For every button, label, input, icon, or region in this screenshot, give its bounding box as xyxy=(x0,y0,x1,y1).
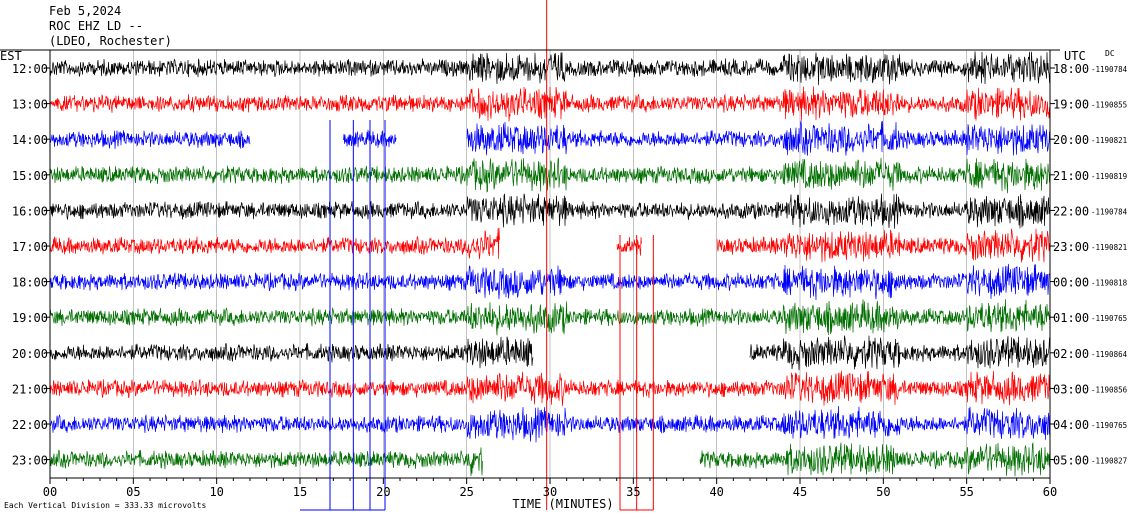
trace-row-2200 xyxy=(49,405,1050,443)
dc-axis-title: DC xyxy=(1105,49,1115,58)
est-time-label: 17:00 xyxy=(12,240,48,254)
utc-axis-title: UTC xyxy=(1064,49,1086,63)
x-tick-label: 55 xyxy=(959,485,973,499)
est-time-label: 23:00 xyxy=(12,454,48,468)
scale-note: Each Vertical Division = 333.33 microvol… xyxy=(4,501,206,510)
dc-offset-label: -1190765 xyxy=(1091,314,1127,323)
x-axis-title: TIME (MINUTES) xyxy=(512,497,613,511)
est-time-label: 13:00 xyxy=(12,98,48,112)
dc-offset-label: -1190821 xyxy=(1091,243,1127,252)
chart-grid xyxy=(133,50,967,478)
trace-row-1200 xyxy=(49,51,1050,86)
trace-row-1800 xyxy=(49,263,1050,301)
trace-row-1900 xyxy=(49,299,1050,336)
est-time-label: 16:00 xyxy=(12,204,48,218)
seismogram-traces xyxy=(49,51,1050,477)
x-tick-label: 10 xyxy=(209,485,223,499)
trace-row-1700 xyxy=(49,227,1050,263)
x-tick-label: 45 xyxy=(793,485,807,499)
est-time-label: 19:00 xyxy=(12,311,48,325)
dc-offset-label: -1190819 xyxy=(1091,172,1127,181)
utc-time-label: 23:00 xyxy=(1053,240,1089,254)
utc-time-label: 02:00 xyxy=(1053,347,1089,361)
utc-time-label: 03:00 xyxy=(1053,382,1089,396)
seismogram-spikes xyxy=(300,0,654,511)
utc-time-label: 00:00 xyxy=(1053,276,1089,290)
trace-row-1600 xyxy=(49,193,1050,229)
dc-offset-label: -1190784 xyxy=(1091,65,1128,74)
trace-row-1500 xyxy=(49,157,1050,194)
trace-row-1300 xyxy=(49,86,1050,122)
station-code: ROC EHZ LD -- xyxy=(49,19,143,33)
dc-offset-label: -1190855 xyxy=(1091,101,1127,110)
x-tick-label: 00 xyxy=(43,485,57,499)
est-time-label: 22:00 xyxy=(12,418,48,432)
dc-offset-label: -1190765 xyxy=(1091,421,1127,430)
utc-time-label: 22:00 xyxy=(1053,204,1089,218)
x-tick-label: 50 xyxy=(876,485,890,499)
est-axis-title: EST xyxy=(0,49,22,63)
dc-offset-label: -1190784 xyxy=(1091,207,1128,216)
est-time-label: 20:00 xyxy=(12,347,48,361)
trace-row-2100 xyxy=(49,370,1050,407)
trace-row-2300 xyxy=(49,442,1050,477)
trace-row-2000 xyxy=(49,335,1050,371)
x-tick-label: 25 xyxy=(459,485,473,499)
x-tick-label: 15 xyxy=(293,485,307,499)
dc-offset-label: -1190821 xyxy=(1091,136,1127,145)
dc-offset-label: -1190864 xyxy=(1091,350,1128,359)
station-network: (LDEO, Rochester) xyxy=(49,34,172,48)
x-tick-label: 30 xyxy=(543,485,557,499)
est-time-label: 12:00 xyxy=(12,62,48,76)
chart-date: Feb 5,2024 xyxy=(49,4,122,18)
x-tick-label: 40 xyxy=(709,485,723,499)
utc-time-label: 04:00 xyxy=(1053,418,1089,432)
est-time-label: 14:00 xyxy=(12,133,48,147)
x-tick-label: 60 xyxy=(1043,485,1057,499)
utc-time-label: 05:00 xyxy=(1053,454,1089,468)
utc-time-label: 20:00 xyxy=(1053,133,1089,147)
dc-offset-label: -1190827 xyxy=(1091,457,1127,466)
est-time-label: 18:00 xyxy=(12,276,48,290)
utc-time-label: 19:00 xyxy=(1053,98,1089,112)
x-tick-label: 35 xyxy=(626,485,640,499)
x-tick-label: 20 xyxy=(376,485,390,499)
est-time-label: 21:00 xyxy=(12,382,48,396)
x-tick-label: 05 xyxy=(126,485,140,499)
dc-offset-label: -1190818 xyxy=(1091,279,1128,288)
utc-time-label: 18:00 xyxy=(1053,62,1089,76)
dc-offset-label: -1190856 xyxy=(1091,385,1128,394)
utc-time-label: 01:00 xyxy=(1053,311,1089,325)
chart-axes xyxy=(0,49,1060,484)
utc-time-label: 21:00 xyxy=(1053,169,1089,183)
est-time-label: 15:00 xyxy=(12,169,48,183)
